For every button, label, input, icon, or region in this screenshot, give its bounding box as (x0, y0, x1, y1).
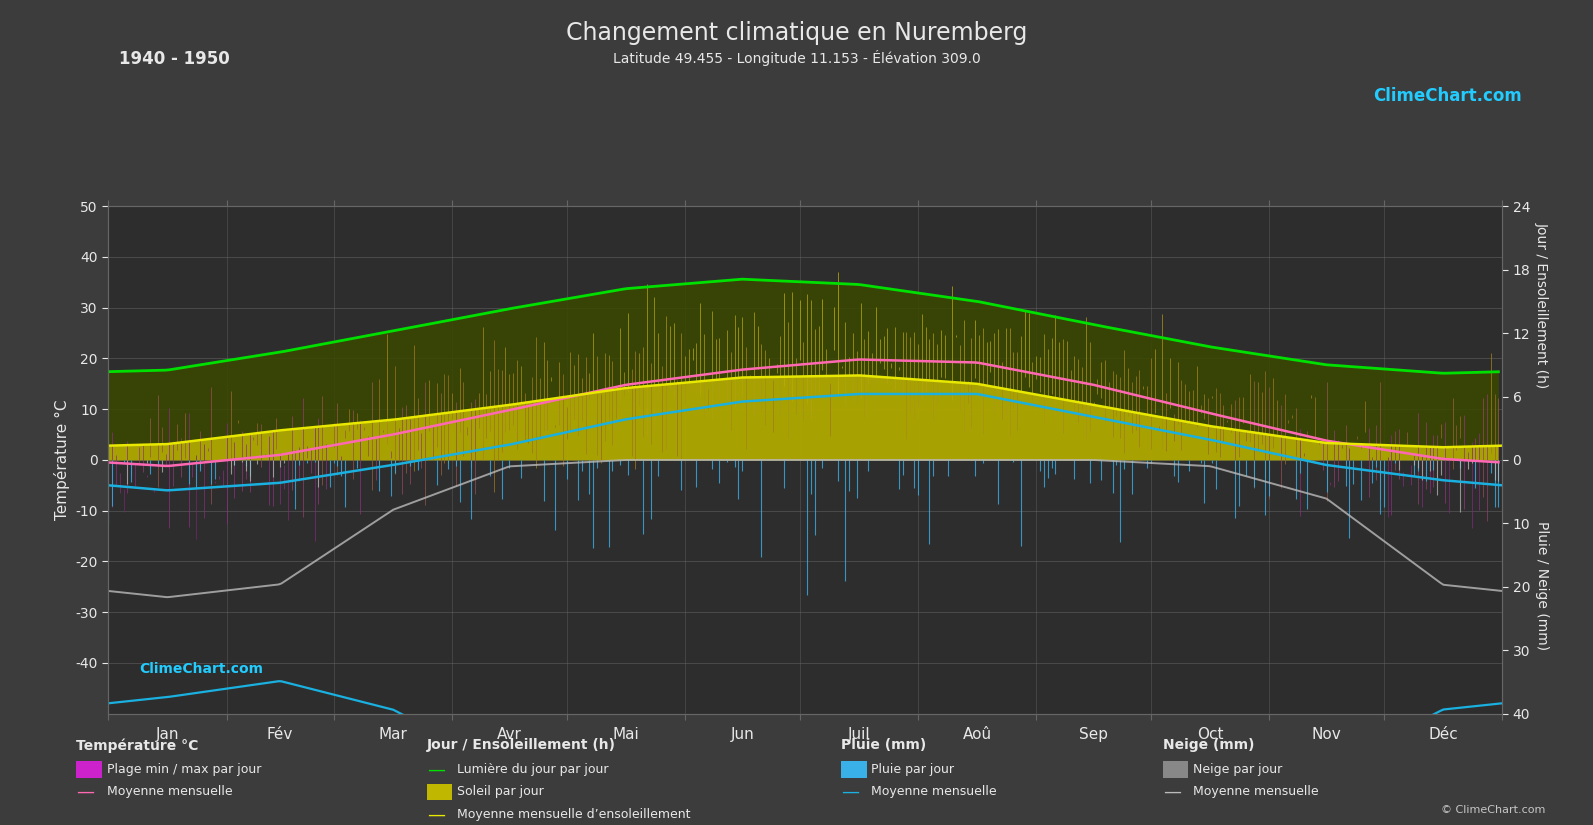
Text: Moyenne mensuelle: Moyenne mensuelle (107, 785, 233, 799)
Text: Moyenne mensuelle: Moyenne mensuelle (871, 785, 997, 799)
Text: Jour / Ensoleillement (h): Jour / Ensoleillement (h) (427, 738, 616, 752)
Text: Lumière du jour par jour: Lumière du jour par jour (457, 763, 609, 776)
Text: Moyenne mensuelle d’ensoleillement: Moyenne mensuelle d’ensoleillement (457, 808, 691, 821)
Text: ClimeChart.com: ClimeChart.com (139, 662, 263, 676)
Text: Changement climatique en Nuremberg: Changement climatique en Nuremberg (566, 21, 1027, 45)
Text: ClimeChart.com: ClimeChart.com (1373, 87, 1521, 105)
Text: Moyenne mensuelle: Moyenne mensuelle (1193, 785, 1319, 799)
Text: Température °C: Température °C (76, 738, 199, 753)
Text: —: — (427, 761, 444, 779)
Text: —: — (76, 783, 94, 801)
Text: Pluie / Neige (mm): Pluie / Neige (mm) (1536, 521, 1548, 650)
Text: Pluie par jour: Pluie par jour (871, 763, 954, 776)
Text: Neige par jour: Neige par jour (1193, 763, 1282, 776)
Text: 1940 - 1950: 1940 - 1950 (119, 50, 231, 68)
Text: —: — (427, 805, 444, 823)
Text: —: — (1163, 783, 1180, 801)
Text: Pluie (mm): Pluie (mm) (841, 738, 927, 752)
Text: Latitude 49.455 - Longitude 11.153 - Élévation 309.0: Latitude 49.455 - Longitude 11.153 - Élé… (613, 50, 980, 65)
Y-axis label: Température °C: Température °C (54, 399, 70, 521)
Text: © ClimeChart.com: © ClimeChart.com (1440, 805, 1545, 815)
Text: —: — (841, 783, 859, 801)
Text: Soleil par jour: Soleil par jour (457, 785, 543, 799)
Text: Plage min / max par jour: Plage min / max par jour (107, 763, 261, 776)
Text: Jour / Ensoleillement (h): Jour / Ensoleillement (h) (1536, 222, 1548, 389)
Text: Neige (mm): Neige (mm) (1163, 738, 1254, 752)
